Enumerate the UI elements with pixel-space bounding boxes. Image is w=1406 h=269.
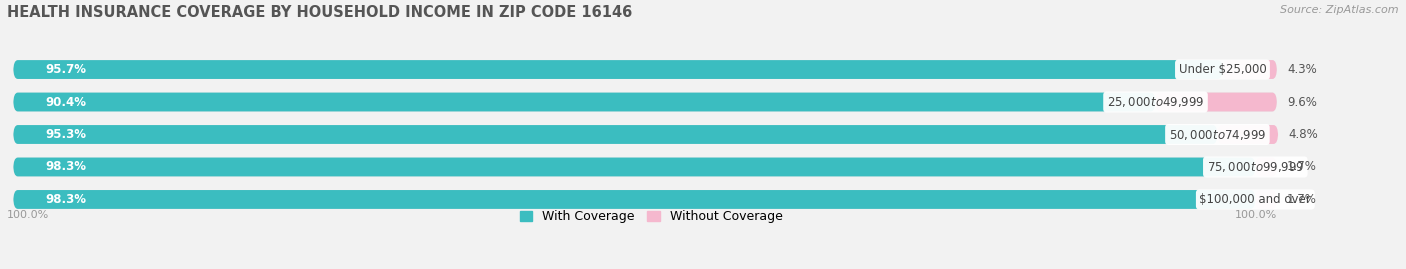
Text: $75,000 to $99,999: $75,000 to $99,999 bbox=[1206, 160, 1303, 174]
Text: $50,000 to $74,999: $50,000 to $74,999 bbox=[1168, 128, 1267, 141]
FancyBboxPatch shape bbox=[13, 190, 1256, 209]
Text: Source: ZipAtlas.com: Source: ZipAtlas.com bbox=[1281, 5, 1399, 15]
Text: 100.0%: 100.0% bbox=[7, 210, 49, 220]
Text: 9.6%: 9.6% bbox=[1286, 95, 1317, 108]
Text: 95.3%: 95.3% bbox=[45, 128, 86, 141]
FancyBboxPatch shape bbox=[13, 93, 1156, 111]
FancyBboxPatch shape bbox=[13, 93, 1277, 111]
FancyBboxPatch shape bbox=[13, 60, 1222, 79]
FancyBboxPatch shape bbox=[1218, 125, 1278, 144]
Text: 90.4%: 90.4% bbox=[45, 95, 86, 108]
FancyBboxPatch shape bbox=[1222, 60, 1277, 79]
FancyBboxPatch shape bbox=[13, 125, 1218, 144]
Text: 95.7%: 95.7% bbox=[45, 63, 86, 76]
Legend: With Coverage, Without Coverage: With Coverage, Without Coverage bbox=[515, 205, 787, 228]
FancyBboxPatch shape bbox=[1156, 93, 1277, 111]
FancyBboxPatch shape bbox=[13, 190, 1277, 209]
Text: $100,000 and over: $100,000 and over bbox=[1199, 193, 1312, 206]
FancyBboxPatch shape bbox=[13, 158, 1277, 176]
Text: 4.8%: 4.8% bbox=[1288, 128, 1317, 141]
Text: HEALTH INSURANCE COVERAGE BY HOUSEHOLD INCOME IN ZIP CODE 16146: HEALTH INSURANCE COVERAGE BY HOUSEHOLD I… bbox=[7, 5, 633, 20]
Text: 4.3%: 4.3% bbox=[1286, 63, 1316, 76]
Text: 100.0%: 100.0% bbox=[1234, 210, 1277, 220]
FancyBboxPatch shape bbox=[13, 125, 1277, 144]
FancyBboxPatch shape bbox=[1256, 190, 1277, 209]
Text: 98.3%: 98.3% bbox=[45, 161, 86, 174]
Text: $25,000 to $49,999: $25,000 to $49,999 bbox=[1107, 95, 1205, 109]
FancyBboxPatch shape bbox=[1256, 158, 1277, 176]
Text: 1.7%: 1.7% bbox=[1286, 161, 1317, 174]
FancyBboxPatch shape bbox=[13, 60, 1277, 79]
FancyBboxPatch shape bbox=[13, 158, 1256, 176]
Text: 98.3%: 98.3% bbox=[45, 193, 86, 206]
Text: 1.7%: 1.7% bbox=[1286, 193, 1317, 206]
Text: Under $25,000: Under $25,000 bbox=[1178, 63, 1267, 76]
